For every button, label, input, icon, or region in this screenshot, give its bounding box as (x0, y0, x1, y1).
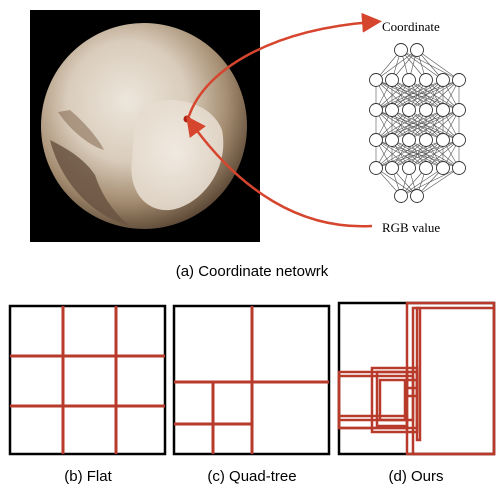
rgb-value-label: RGB value (382, 220, 440, 235)
sample-point (183, 115, 191, 123)
network-edge (375, 79, 410, 111)
network-edge (408, 139, 460, 169)
ours-block (337, 414, 409, 430)
caption-b: (b) Flat (64, 468, 112, 485)
neural-network-diagram (369, 43, 466, 203)
ours-block (375, 370, 409, 428)
network-node (436, 73, 450, 87)
coordinate-label: Coordinate (382, 19, 440, 34)
network-node (369, 161, 383, 175)
flat-frame (8, 304, 167, 456)
network-edge (375, 109, 427, 141)
network-edge (391, 79, 460, 111)
network-node (402, 73, 416, 87)
network-node (402, 103, 416, 117)
network-node (402, 161, 416, 175)
network-edge (408, 109, 460, 141)
network-edge (416, 167, 460, 197)
caption-a: (a) Coordinate netowrk (176, 263, 329, 280)
network-edge (375, 79, 427, 111)
network-edge (375, 109, 444, 141)
network-node (419, 73, 433, 87)
network-node (436, 133, 450, 147)
network-edge (425, 79, 460, 111)
network-node (369, 103, 383, 117)
network-node (394, 189, 408, 203)
network-edge (400, 167, 444, 197)
network-node (419, 133, 433, 147)
network-edge (425, 109, 460, 141)
network-edge (375, 139, 410, 169)
ours-block (370, 366, 419, 434)
network-node (410, 189, 424, 203)
network-node (452, 161, 466, 175)
network-node (452, 73, 466, 87)
network-edge (375, 79, 444, 111)
network-edge (375, 49, 418, 81)
network-node (369, 133, 383, 147)
caption-d: (d) Ours (388, 468, 443, 485)
network-edge (391, 109, 460, 141)
ours-block (405, 378, 419, 398)
network-node (410, 43, 424, 57)
network-node (436, 103, 450, 117)
network-edge (375, 109, 410, 141)
network-edge (400, 167, 460, 197)
network-edge (375, 139, 427, 169)
network-node (385, 73, 399, 87)
planet-photo-panel (30, 10, 260, 242)
coordinate-arrow (187, 12, 382, 117)
planet-mid-region (58, 110, 104, 150)
network-node (385, 161, 399, 175)
planet-dark-region (50, 140, 130, 226)
network-node (369, 73, 383, 87)
network-node (385, 103, 399, 117)
ours-panel (337, 301, 496, 456)
rgb-arrow (186, 115, 373, 228)
network-node (452, 133, 466, 147)
network-node (402, 133, 416, 147)
network-node (436, 161, 450, 175)
network-edge (400, 49, 444, 81)
network-node (452, 103, 466, 117)
quad-tree-panel (172, 304, 331, 456)
network-edge (416, 49, 460, 81)
flat-grid-panel (8, 304, 167, 456)
ours-block (378, 378, 407, 422)
network-edge (408, 79, 460, 111)
network-edge (425, 139, 460, 169)
caption-c: (c) Quad-tree (207, 468, 296, 485)
network-node (394, 43, 408, 57)
network-node (419, 103, 433, 117)
network-node (419, 161, 433, 175)
network-node (385, 133, 399, 147)
